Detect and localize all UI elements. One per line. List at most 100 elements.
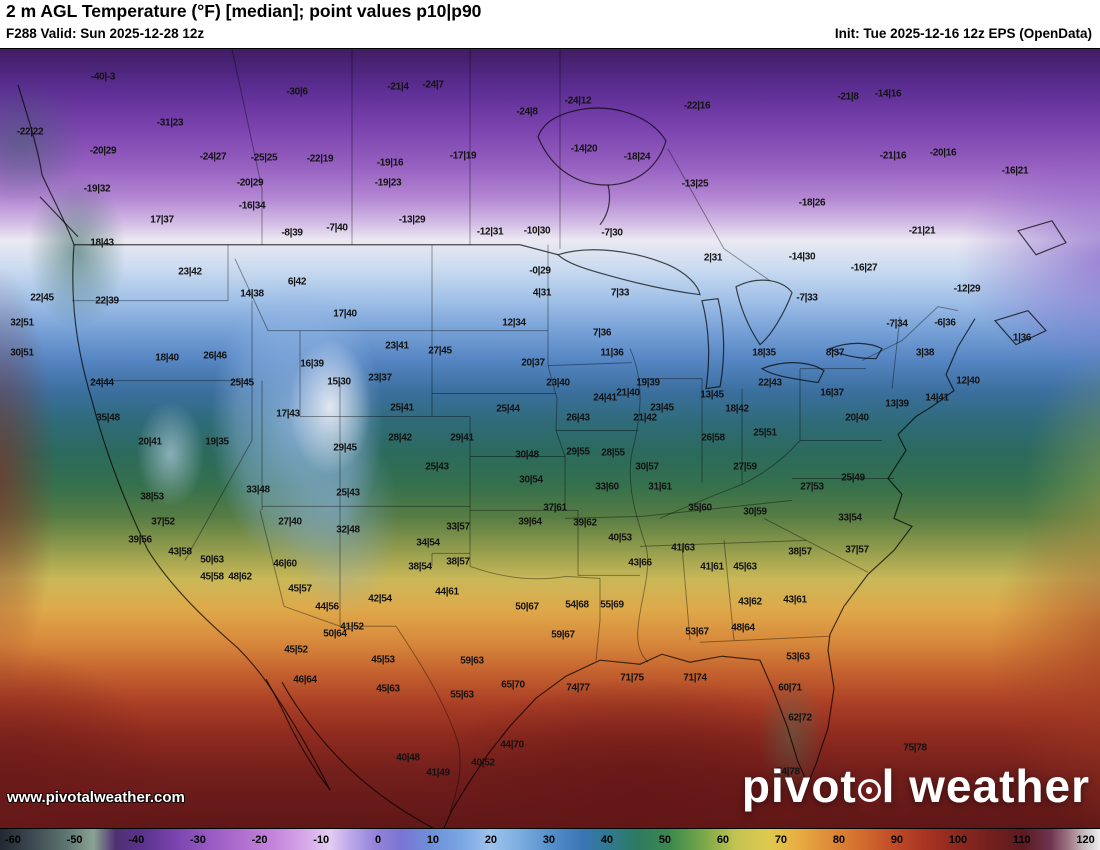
station-value: 29|45	[333, 442, 357, 454]
station-value: 22|39	[95, 295, 119, 307]
station-value: 25|45	[230, 377, 254, 389]
station-value: 33|54	[838, 512, 862, 524]
station-value: 38|57	[446, 556, 470, 568]
colorbar-tick: 50	[658, 833, 672, 846]
station-value: -21|4	[387, 81, 409, 93]
station-value: 43|66	[628, 557, 652, 569]
station-value: 25|51	[753, 427, 777, 438]
station-value: 24|44	[90, 377, 114, 389]
colorbar-tick: -40	[128, 833, 145, 846]
colorbar-ticks: -60 -50 -40 -30 -20 -10 0 10 20 30 40 50 60 70 80 90 100…	[0, 829, 1100, 850]
colorbar-tick: -60	[5, 833, 21, 846]
station-value: 42|54	[368, 593, 392, 605]
station-value: -31|23	[156, 117, 184, 129]
station-value: 23|37	[368, 372, 392, 384]
colorbar-tick: -10	[313, 833, 330, 846]
station-value: 37|61	[543, 502, 567, 514]
station-value: 19|35	[205, 436, 229, 448]
coastlines	[17, 84, 1067, 828]
station-value: 44|70	[500, 739, 524, 751]
station-value: -20|16	[929, 147, 957, 159]
station-value: 75|78	[903, 742, 927, 754]
station-value: -8|39	[281, 227, 303, 239]
station-value: 24|41	[593, 392, 617, 404]
station-value: 29|41	[450, 432, 474, 443]
station-value: 20|40	[845, 412, 869, 424]
station-value: -22|16	[683, 100, 711, 112]
station-value: 40|48	[396, 752, 420, 764]
station-value: 41|63	[671, 542, 695, 554]
station-value: 14|38	[240, 288, 264, 300]
valid-time-label: F288 Valid: Sun 2025-12-28 12z	[6, 26, 205, 41]
station-value: 30|51	[10, 347, 34, 359]
station-value: 74|78	[776, 766, 800, 778]
station-value: 26|43	[566, 412, 590, 424]
station-value: 38|53	[140, 491, 164, 503]
station-value: 40|52	[471, 757, 495, 769]
station-value: 48|62	[228, 571, 252, 583]
temperature-map: -40|-3 -30|6 -21|4 -24|7 -24|8 -24|12 -22|16 -2…	[0, 48, 1100, 828]
station-value: 11|36	[600, 347, 624, 359]
station-value: 53|67	[685, 626, 709, 638]
station-value: 39|56	[128, 534, 152, 546]
station-value: -16|21	[1001, 165, 1029, 177]
station-value: 41|49	[426, 767, 450, 779]
station-value: 59|63	[460, 655, 484, 667]
station-value: -40|-3	[90, 71, 116, 83]
station-value: 53|63	[786, 651, 810, 663]
station-value: 26|58	[701, 432, 725, 443]
station-value: -19|23	[374, 177, 402, 189]
station-value: -19|16	[376, 157, 404, 169]
colorbar-tick: -50	[66, 833, 83, 846]
station-value: 45|63	[376, 683, 400, 695]
station-value: 59|67	[551, 629, 575, 641]
station-value: 17|37	[150, 214, 174, 226]
station-value: -22|22	[16, 126, 44, 138]
station-value: 27|59	[733, 461, 757, 473]
station-value: 43|61	[783, 594, 807, 606]
lake-michigan	[701, 298, 725, 390]
lake-superior	[556, 249, 701, 296]
station-value: 18|35	[752, 347, 776, 359]
station-value: 30|59	[743, 506, 767, 518]
station-value: -0|29	[529, 265, 551, 277]
station-value: 18|40	[155, 352, 179, 364]
station-value: 50|63	[200, 554, 224, 566]
station-value: 41|61	[700, 561, 724, 573]
station-value: 34|54	[416, 537, 440, 549]
station-value: 2|31	[703, 252, 723, 264]
station-value: -10|30	[523, 225, 551, 237]
station-value: 25|44	[496, 403, 520, 415]
colorbar-tick: 60	[716, 833, 730, 846]
station-value: -21|21	[908, 225, 936, 237]
station-value: 38|57	[788, 546, 812, 558]
colorbar-tick: 20	[484, 833, 498, 846]
station-value: -21|16	[879, 150, 907, 162]
station-value: 30|48	[515, 449, 539, 461]
station-value: 25|41	[390, 402, 414, 414]
init-time-label: Init: Tue 2025-12-16 12z EPS (OpenData)	[834, 26, 1092, 41]
station-value: 15|30	[327, 376, 351, 388]
station-value: -22|19	[306, 153, 334, 165]
station-value: 16|37	[820, 387, 844, 399]
station-value: 43|58	[168, 546, 192, 558]
station-value: 33|48	[246, 484, 270, 496]
station-value: -24|8	[516, 106, 538, 118]
station-value: -16|27	[850, 262, 878, 274]
station-value: 39|62	[573, 517, 597, 529]
station-value: 23|42	[178, 266, 202, 278]
station-value: -14|16	[874, 88, 902, 100]
temperature-colorbar: -60 -50 -40 -30 -20 -10 0 10 20 30 40 50 60 70 80 90 100…	[0, 828, 1100, 850]
station-value: 54|68	[565, 599, 589, 611]
station-value: 6|42	[287, 276, 307, 288]
station-value: -16|34	[238, 200, 266, 212]
station-values-layer: -40|-3 -30|6 -21|4 -24|7 -24|8 -24|12 -22|16 -2…	[0, 49, 1100, 828]
station-value: 45|53	[371, 654, 395, 666]
station-value: 33|57	[446, 521, 470, 533]
station-value: 44|56	[315, 601, 339, 613]
station-value: 17|43	[276, 408, 300, 420]
station-value: 16|39	[300, 358, 324, 370]
station-value: 23|40	[546, 377, 570, 389]
station-value: 44|61	[435, 586, 459, 598]
station-value: 35|60	[688, 502, 712, 514]
